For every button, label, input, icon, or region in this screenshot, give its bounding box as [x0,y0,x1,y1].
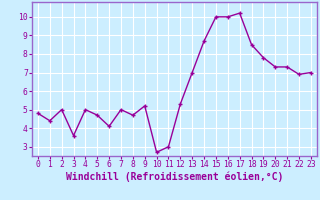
X-axis label: Windchill (Refroidissement éolien,°C): Windchill (Refroidissement éolien,°C) [66,172,283,182]
